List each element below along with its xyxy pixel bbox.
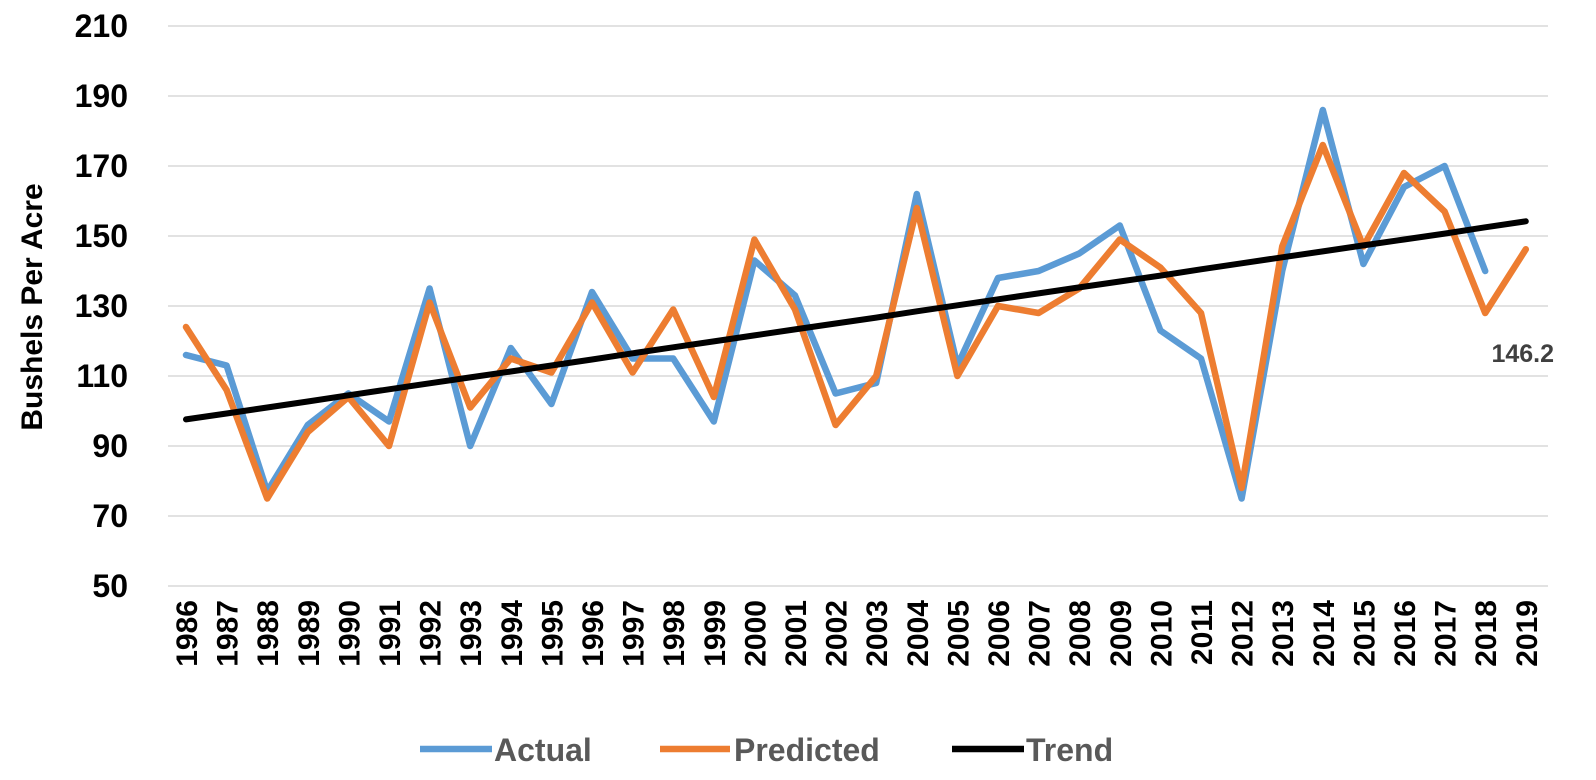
y-tick-label: 190 [75,78,128,114]
x-tick-label: 2004 [902,600,935,667]
series-line-predicted [182,141,1530,502]
x-tick-label: 2011 [1186,600,1219,665]
x-tick-label: 1993 [455,600,488,667]
x-tick-label: 2017 [1430,600,1463,667]
series-line-trend [183,218,1529,423]
x-tick-label: 2005 [942,600,975,667]
y-axis-label: Bushels Per Acre [16,183,49,430]
legend-label: Actual [494,732,592,768]
x-tick-label: 2008 [1064,600,1097,667]
x-tick-label: 1998 [658,600,691,667]
y-tick-label: 90 [92,428,128,464]
x-tick-label: 2018 [1470,600,1503,667]
x-tick-label: 1986 [171,600,204,667]
x-tick-label: 2015 [1348,600,1381,667]
y-tick-label: 210 [75,8,128,44]
legend-label: Predicted [734,732,880,768]
y-axis-tick-labels: 50 70 90 110 130 150 170 190 210 [75,8,128,604]
x-tick-label: 1994 [496,600,529,667]
x-tick-label: 1995 [536,600,569,667]
legend-item-trend: Trend [952,732,1113,768]
x-tick-label: 1988 [252,600,285,667]
x-tick-label: 2014 [1308,600,1341,667]
x-tick-label: 2000 [739,600,772,667]
x-tick-label: 1997 [618,600,651,667]
series-lines [182,106,1530,502]
x-tick-label: 2010 [1145,600,1178,667]
x-tick-label: 2006 [983,600,1016,667]
data-label: 146.2 [1491,340,1554,368]
x-tick-label: 1987 [212,600,245,667]
x-tick-label: 2012 [1227,600,1260,667]
y-tick-label: 170 [75,148,128,184]
x-tick-label: 2007 [1024,600,1057,667]
y-tick-label: 70 [92,498,128,534]
x-tick-label: 2009 [1105,600,1138,667]
x-tick-label: 1990 [333,600,366,667]
x-tick-label: 1991 [374,600,407,667]
y-tick-label: 50 [92,568,128,604]
x-tick-label: 1989 [293,600,326,667]
y-tick-label: 130 [75,288,128,324]
x-tick-label: 1999 [699,600,732,667]
legend: Actual Predicted Trend [420,732,1113,768]
x-tick-label: 2002 [821,600,854,667]
legend-item-actual: Actual [420,732,592,768]
x-axis-tick-labels: 1986 1987 1988 1989 1990 1991 1992 1993 1994 1995… [171,600,1544,667]
gridlines [168,25,1548,587]
series-line-actual [182,106,1489,502]
y-tick-label: 150 [75,218,128,254]
annotations: 146.2 [1491,340,1554,368]
x-tick-label: 1996 [577,600,610,667]
x-tick-label: 2016 [1389,600,1422,667]
x-tick-label: 1992 [415,600,448,667]
y-tick-label: 110 [76,358,128,394]
x-tick-label: 2013 [1267,600,1300,667]
x-tick-label: 2019 [1511,600,1544,667]
legend-item-predicted: Predicted [660,732,880,768]
x-tick-label: 2003 [861,600,894,667]
legend-label: Trend [1026,732,1113,768]
x-tick-label: 2001 [780,600,813,667]
